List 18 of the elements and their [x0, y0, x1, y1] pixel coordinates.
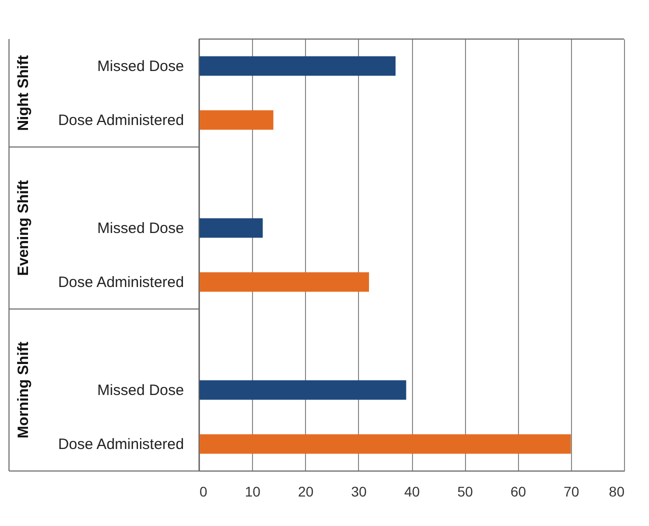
- text: Morning Shift: [15, 342, 32, 438]
- text: Evening Shift: [15, 180, 32, 276]
- text: Night Shift: [15, 55, 32, 131]
- y-tick-label: Missed Dose: [97, 382, 184, 399]
- y-tick-label: Dose Administered: [58, 274, 184, 291]
- x-tick-label: 70: [564, 484, 580, 500]
- y-tick-label: Missed Dose: [97, 58, 184, 75]
- y-tick-label: Dose Administered: [58, 112, 184, 129]
- y-tick-label: Dose Administered: [58, 436, 184, 453]
- x-tick-label: 30: [351, 484, 367, 500]
- x-tick-label: 20: [298, 484, 314, 500]
- x-tick-label: 0: [200, 484, 208, 500]
- x-tick-label: 40: [404, 484, 420, 500]
- y-tick-label: Missed Dose: [97, 220, 184, 237]
- x-tick-label: 50: [457, 484, 474, 500]
- x-tick-label: 60: [510, 484, 526, 500]
- x-tick-label: 80: [608, 484, 625, 500]
- x-tick-label: 10: [244, 484, 261, 500]
